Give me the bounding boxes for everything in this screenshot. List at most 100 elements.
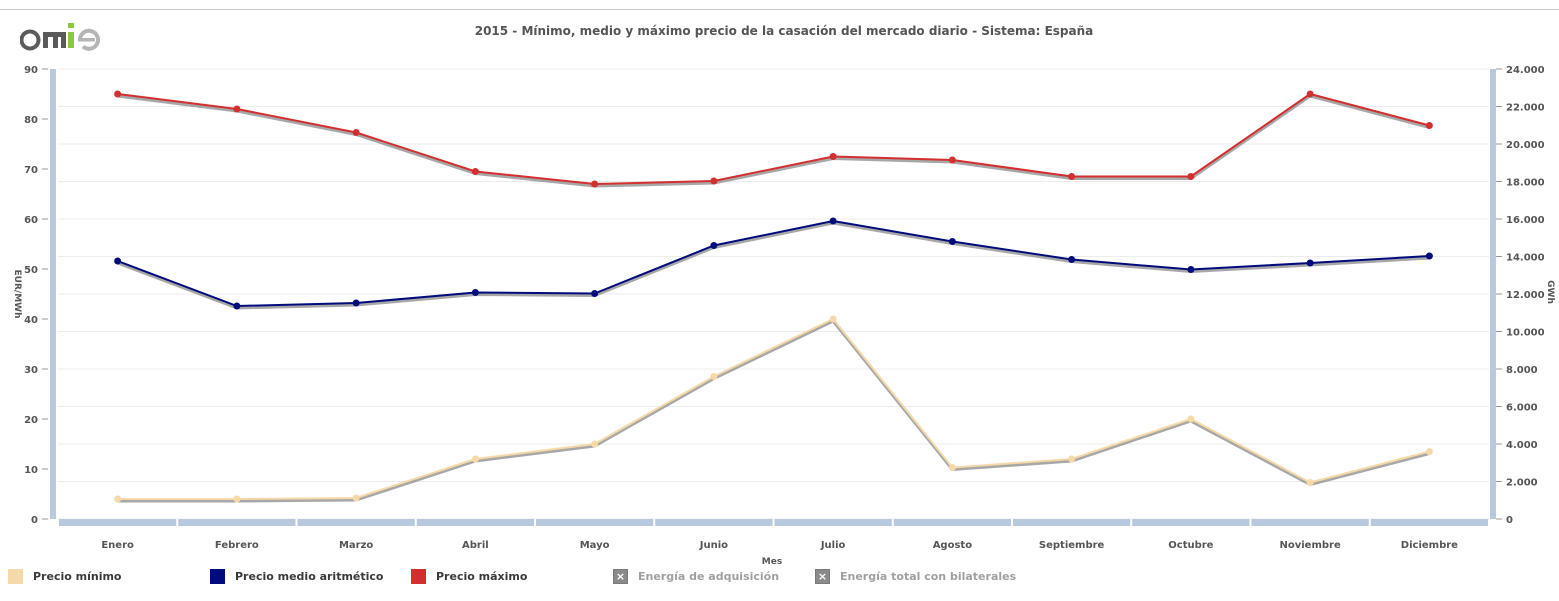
legend-item-energia-total[interactable]: × Energía total con bilaterales xyxy=(815,569,1016,584)
x-tick-label: Noviembre xyxy=(1279,540,1340,551)
omie-logo-mark xyxy=(20,23,100,51)
x-tick-label: Mayo xyxy=(580,540,610,551)
data-point xyxy=(352,494,360,502)
legend-label: Energía de adquisición xyxy=(638,570,780,583)
series-shadow xyxy=(117,319,1430,503)
data-point xyxy=(1187,173,1195,180)
data-point xyxy=(948,156,956,164)
data-point xyxy=(591,290,599,297)
legend-item-precio-minimo[interactable]: Precio mínimo xyxy=(8,569,121,584)
data-point xyxy=(591,440,599,448)
data-point xyxy=(1187,266,1195,273)
series-shadow xyxy=(117,94,1430,188)
data-point xyxy=(710,242,718,249)
data-point xyxy=(1425,122,1433,129)
legend-item-energia-adquisicion[interactable]: × Energía de adquisición xyxy=(613,569,779,584)
y2-tick-label: 12.000 xyxy=(1506,290,1545,301)
x-tick-label: Septiembre xyxy=(1039,540,1105,551)
y2-tick-label: 2.000 xyxy=(1506,478,1538,489)
data-point xyxy=(1068,173,1076,180)
y-tick-label: 30 xyxy=(24,365,38,376)
legend-label: Precio máximo xyxy=(436,570,528,583)
data-point xyxy=(233,495,241,503)
data-point xyxy=(829,315,837,323)
series-shadow xyxy=(117,221,1430,310)
series-line xyxy=(117,92,1430,186)
legend-label: Precio medio aritmético xyxy=(235,570,384,583)
data-point xyxy=(114,495,122,503)
data-point xyxy=(829,153,837,160)
legend-label: Energía total con bilaterales xyxy=(840,570,1017,583)
y-tick-label: 70 xyxy=(24,165,38,176)
x-tick-label: Abril xyxy=(462,540,489,551)
y2-tick-label: 20.000 xyxy=(1506,140,1545,151)
data-point xyxy=(1425,252,1433,260)
data-point xyxy=(1306,479,1314,486)
data-point xyxy=(114,90,122,98)
data-point xyxy=(710,177,718,185)
y2-tick-label: 4.000 xyxy=(1506,440,1538,451)
data-point xyxy=(829,217,837,225)
x-tick-label: Octubre xyxy=(1168,540,1213,551)
data-point xyxy=(233,302,241,310)
top-divider xyxy=(0,9,1559,10)
legend-item-precio-maximo[interactable]: Precio máximo xyxy=(411,569,527,584)
x-tick-label: Junio xyxy=(699,540,728,551)
y-tick-label: 40 xyxy=(24,315,38,326)
legend-label: Precio mínimo xyxy=(33,570,122,583)
data-point xyxy=(1306,259,1314,267)
y2-tick-label: 10.000 xyxy=(1506,328,1545,339)
y2-tick-label: 22.000 xyxy=(1506,103,1545,114)
legend-item-precio-medio[interactable]: Precio medio aritmético xyxy=(210,569,383,584)
data-point xyxy=(1425,448,1433,455)
data-point xyxy=(471,455,479,463)
omie-logo xyxy=(20,23,100,51)
legend-swatch-minimo xyxy=(8,569,23,584)
y2-axis-title: GWh xyxy=(1545,280,1555,304)
data-point xyxy=(471,289,479,296)
y-tick-label: 50 xyxy=(24,265,38,276)
data-point xyxy=(352,299,360,307)
x-tick-label: Marzo xyxy=(339,540,373,551)
x-axis-title: Mes xyxy=(762,557,782,567)
data-point xyxy=(352,129,360,136)
y2-tick-label: 24.000 xyxy=(1506,65,1545,76)
x-tick-label: Febrero xyxy=(215,540,259,551)
data-point xyxy=(1187,415,1195,423)
y-axis-title: EUR/MWh xyxy=(12,270,22,319)
data-point xyxy=(948,464,956,471)
y2-tick-label: 0 xyxy=(1506,515,1513,526)
y2-tick-label: 16.000 xyxy=(1506,215,1545,226)
x-tick-label: Enero xyxy=(101,540,134,551)
data-point xyxy=(948,238,956,245)
x-tick-label: Julio xyxy=(820,540,846,551)
data-point xyxy=(114,257,122,265)
data-point xyxy=(591,180,599,188)
y2-tick-label: 6.000 xyxy=(1506,403,1538,414)
x-tick-label: Agosto xyxy=(933,540,973,551)
y2-tick-label: 14.000 xyxy=(1506,253,1545,264)
legend: Precio mínimo Precio medio aritmético Pr… xyxy=(8,569,1108,587)
disabled-x-icon: × xyxy=(613,569,628,584)
series-line xyxy=(117,219,1430,308)
data-point xyxy=(233,105,241,113)
x-tick-label: Diciembre xyxy=(1401,540,1458,551)
chart-title: 2015 - Mínimo, medio y máximo precio de … xyxy=(474,24,1094,38)
y-tick-label: 10 xyxy=(24,465,38,476)
y-tick-label: 60 xyxy=(24,215,38,226)
line-chart: 0 10 20 30 40 50 60 70 80 90 0 2.000 4.000 6.000 8.000… xyxy=(12,65,1555,567)
data-point xyxy=(1306,90,1314,98)
left-axis-band xyxy=(50,69,56,519)
y-tick-label: 90 xyxy=(24,65,38,76)
data-point xyxy=(471,168,479,175)
y-tick-label: 20 xyxy=(24,415,38,426)
legend-swatch-maximo xyxy=(411,569,426,584)
series-line xyxy=(117,317,1430,500)
y-tick-label: 80 xyxy=(24,115,38,126)
data-point xyxy=(1068,256,1076,263)
disabled-x-icon: × xyxy=(815,569,830,584)
data-point xyxy=(710,373,718,380)
legend-swatch-medio xyxy=(210,569,225,584)
y-tick-label: 0 xyxy=(31,515,38,526)
right-axis-band xyxy=(1490,69,1496,519)
